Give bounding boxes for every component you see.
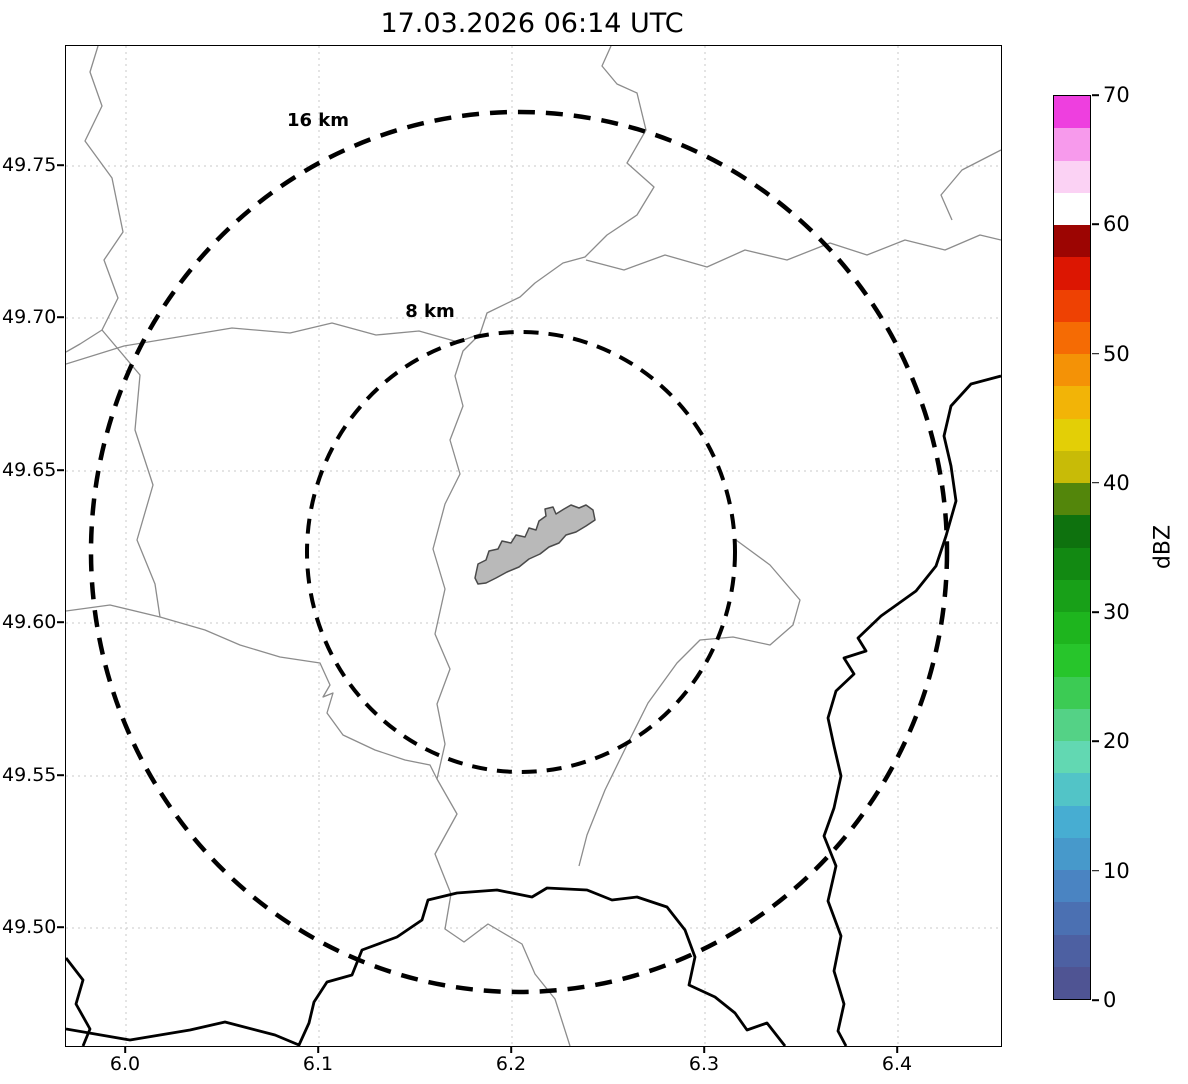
y-tick-mark	[57, 469, 64, 471]
colorbar-segment	[1054, 483, 1090, 516]
colorbar-tick-mark	[1092, 482, 1099, 484]
y-tick-label: 49.55	[2, 764, 57, 786]
y-tick-mark	[57, 774, 64, 776]
x-tick-label: 6.3	[688, 1053, 720, 1075]
y-tick-label: 49.75	[2, 154, 57, 176]
y-tick-mark	[57, 621, 64, 623]
x-tick-label: 6.0	[109, 1053, 141, 1075]
colorbar-segment	[1054, 96, 1090, 129]
river-line	[578, 539, 801, 867]
x-tick-mark	[896, 1046, 898, 1053]
colorbar-segment	[1054, 160, 1090, 193]
y-tick-label: 49.50	[2, 916, 57, 938]
y-tick-label: 49.60	[2, 611, 57, 633]
colorbar-segment	[1054, 386, 1090, 419]
colorbar-segment	[1054, 192, 1090, 225]
colorbar-segment	[1054, 547, 1090, 580]
y-tick-mark	[57, 316, 64, 318]
map-plot: 16 km 8 km	[65, 45, 1002, 1047]
x-tick-mark	[124, 1046, 126, 1053]
colorbar-segment	[1054, 354, 1090, 387]
country-border-line	[66, 957, 92, 1046]
river-line	[940, 149, 1001, 221]
y-tick-mark	[57, 164, 64, 166]
colorbar-segment	[1054, 870, 1090, 903]
colorbar-segment	[1054, 966, 1090, 999]
colorbar-segment	[1054, 515, 1090, 548]
colorbar-segment	[1054, 128, 1090, 161]
colorbar-segment	[1054, 225, 1090, 258]
colorbar-tick-mark	[1092, 869, 1099, 872]
colorbar-label: dBZ	[1150, 524, 1176, 570]
river-line	[66, 46, 124, 353]
colorbar-tick-label: 0	[1103, 988, 1117, 1012]
colorbar-tick-mark	[1092, 740, 1099, 743]
colorbar-tick-label: 40	[1103, 470, 1130, 495]
river-lines	[66, 46, 1001, 1046]
colorbar-segment	[1054, 257, 1090, 290]
range-ring-8km-label: 8 km	[405, 301, 455, 322]
country-border-line	[66, 886, 787, 1046]
river-line	[432, 46, 655, 1046]
x-tick-label: 6.4	[881, 1053, 913, 1075]
colorbar-tick-label: 10	[1103, 858, 1130, 883]
colorbar-segment	[1054, 321, 1090, 354]
country-border-line	[822, 374, 1001, 1046]
colorbar-segment	[1054, 644, 1090, 677]
colorbar-segment	[1054, 708, 1090, 741]
colorbar-segment	[1054, 902, 1090, 935]
colorbar-tick-mark	[1092, 352, 1099, 355]
colorbar-segment	[1054, 934, 1090, 967]
map-canvas: 16 km 8 km	[66, 46, 1001, 1046]
colorbar-segment	[1054, 579, 1090, 612]
colorbar-tick-mark	[1092, 94, 1099, 96]
river-line	[66, 604, 438, 780]
x-tick-mark	[317, 1046, 319, 1053]
x-tick-mark	[510, 1046, 512, 1053]
colorbar-segment	[1054, 676, 1090, 709]
river-line	[66, 322, 481, 365]
river-line	[585, 234, 1001, 271]
x-tick-label: 6.1	[302, 1053, 334, 1075]
colorbar-tick-label: 50	[1103, 341, 1130, 366]
colorbar-tick-label: 60	[1103, 212, 1130, 237]
plot-title: 17.03.2026 06:14 UTC	[380, 8, 684, 39]
colorbar-tick-label: 20	[1103, 729, 1130, 754]
range-ring-16km-label: 16 km	[287, 110, 349, 131]
country-border	[66, 374, 1001, 1046]
x-tick-label: 6.2	[495, 1053, 527, 1075]
colorbar-segment	[1054, 773, 1090, 806]
range-ring-8km	[305, 330, 737, 774]
colorbar-segment	[1054, 418, 1090, 451]
y-tick-mark	[57, 926, 64, 928]
colorbar-segment	[1054, 837, 1090, 870]
y-tick-label: 49.70	[2, 306, 57, 328]
colorbar-segment	[1054, 741, 1090, 774]
river-line	[101, 329, 161, 618]
colorbar	[1053, 95, 1091, 1000]
colorbar-tick-label: 30	[1103, 600, 1130, 625]
city-area-polygon	[474, 504, 596, 585]
colorbar-tick-mark	[1092, 611, 1099, 613]
x-tick-mark	[703, 1046, 705, 1053]
colorbar-segment	[1054, 805, 1090, 838]
colorbar-tick-mark	[1092, 223, 1099, 226]
colorbar-segment	[1054, 450, 1090, 483]
colorbar-segment	[1054, 612, 1090, 645]
colorbar-tick-label: 70	[1103, 83, 1130, 107]
colorbar-tick-mark	[1092, 999, 1099, 1001]
colorbar-segment	[1054, 289, 1090, 322]
range-ring-16km	[88, 109, 950, 995]
y-tick-label: 49.65	[2, 459, 57, 481]
